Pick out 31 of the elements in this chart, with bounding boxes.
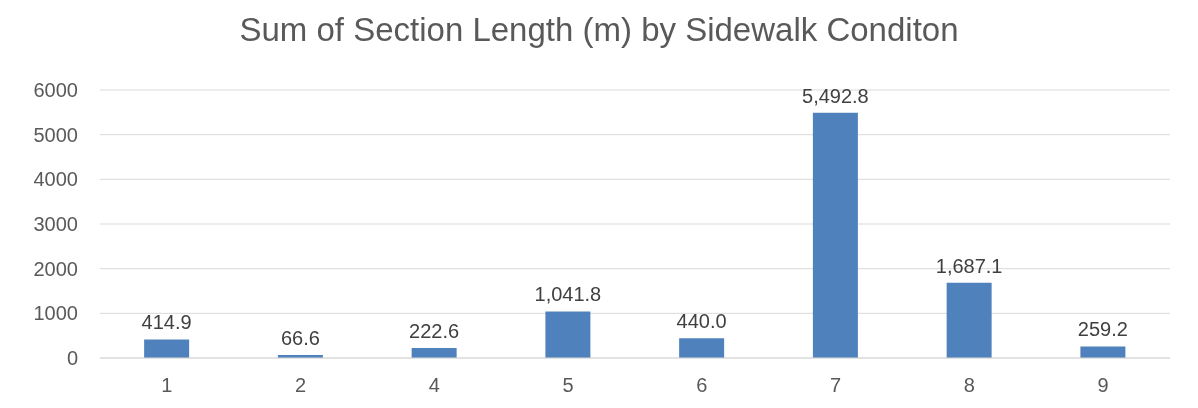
x-tick-label: 2 — [295, 374, 307, 397]
x-tick-label: 9 — [1097, 374, 1109, 397]
x-tick-label: 5 — [562, 374, 574, 397]
data-label: 440.0 — [676, 310, 727, 333]
x-tick-label: 7 — [830, 374, 842, 397]
data-label: 1,041.8 — [534, 283, 602, 306]
y-tick-label: 1000 — [33, 302, 78, 325]
bar — [679, 338, 725, 358]
data-label: 5,492.8 — [802, 84, 869, 107]
bar — [144, 339, 190, 358]
data-label: 414.9 — [141, 311, 192, 334]
y-tick-label: 6000 — [33, 79, 78, 102]
y-tick-label: 0 — [66, 347, 78, 370]
x-tick-label: 6 — [696, 374, 708, 397]
x-tick-label: 4 — [428, 374, 440, 397]
data-label: 66.6 — [280, 327, 320, 350]
bar — [946, 282, 992, 358]
x-tick-label: 1 — [161, 374, 173, 397]
chart-title: Sum of Section Length (m) by Sidewalk Conditon — [238, 10, 960, 50]
data-label: 1,687.1 — [935, 254, 1003, 277]
x-tick-label: 8 — [963, 374, 975, 397]
bar — [411, 348, 457, 358]
data-label: 222.6 — [409, 320, 460, 343]
bar — [1080, 346, 1126, 358]
y-tick-label: 5000 — [33, 123, 78, 146]
y-tick-label: 2000 — [33, 257, 78, 280]
bar — [812, 112, 858, 358]
bar — [545, 311, 591, 358]
y-tick-label: 4000 — [33, 168, 78, 191]
data-label: 259.2 — [1077, 318, 1128, 341]
y-tick-label: 3000 — [33, 213, 78, 236]
